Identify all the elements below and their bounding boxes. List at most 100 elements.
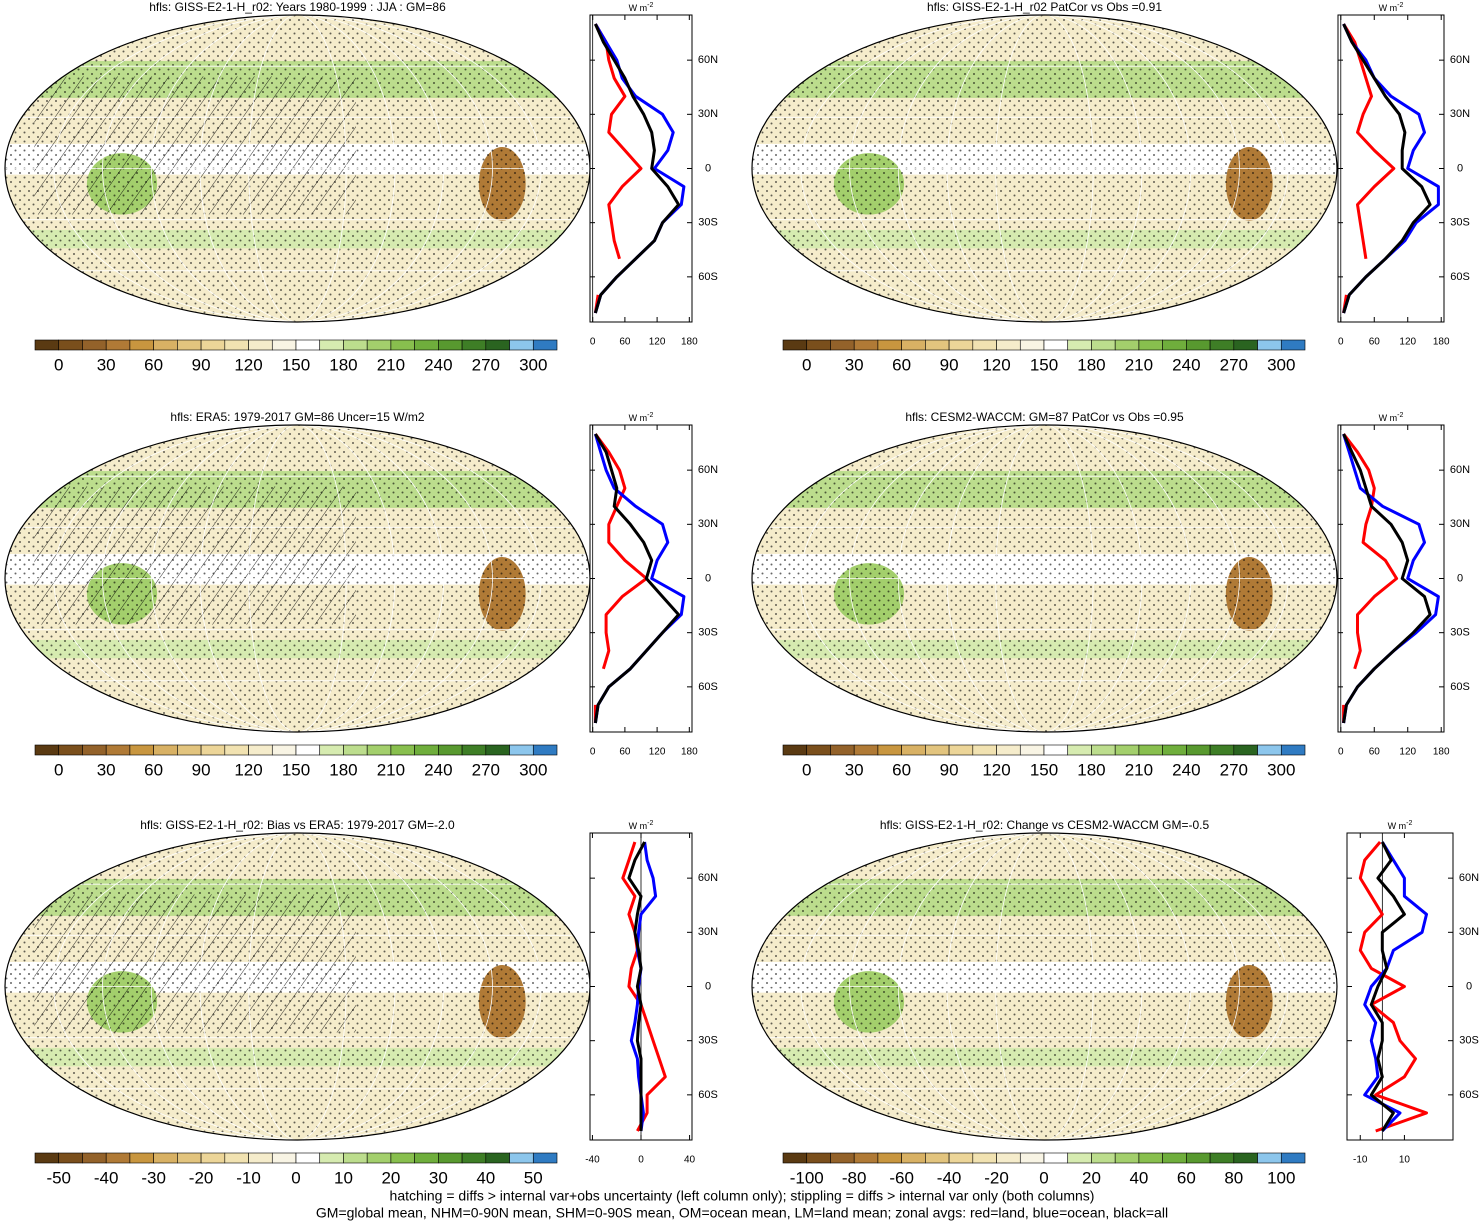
- zonal-line: [593, 433, 681, 724]
- colorbar-box: [782, 339, 808, 351]
- y-tick-label: 30N: [698, 108, 718, 120]
- y-tick-label: 60S: [1450, 271, 1470, 283]
- zonal-line: [593, 433, 648, 723]
- units-text: W m: [629, 821, 648, 831]
- colorbar-box: [532, 339, 558, 351]
- colorbar-box: [853, 744, 879, 756]
- x-tick-label: 180: [1433, 337, 1450, 348]
- colorbar-box: [319, 339, 344, 351]
- colorbar-box: [948, 339, 974, 351]
- colorbar-box: [82, 339, 107, 351]
- units-sup: -2: [647, 820, 653, 827]
- y-tick-label: 60N: [1450, 464, 1470, 476]
- colorbar-box: [1091, 1152, 1116, 1164]
- colorbar-tick-label: 210: [377, 355, 405, 374]
- colorbar-box: [901, 744, 926, 756]
- colorbar-tick-label: 30: [97, 355, 116, 374]
- colorbar-box: [972, 1152, 997, 1164]
- y-tick-label: 60S: [698, 271, 718, 283]
- units-text: W m: [629, 413, 648, 423]
- colorbar-box: [414, 744, 439, 756]
- colorbar-tick-label: 90: [940, 355, 959, 374]
- colorbar-box: [1257, 339, 1282, 351]
- colorbar-box: [366, 339, 392, 351]
- map-title: hfls: GISS-E2-1-H_r02: Bias vs ERA5: 197…: [140, 818, 455, 832]
- units-text: W m: [1379, 3, 1398, 13]
- colorbar-box: [129, 1152, 154, 1164]
- colorbar-tick-label: -10: [236, 1168, 261, 1187]
- x-tick-label: 120: [1399, 747, 1416, 758]
- colorbar-tick-label: 270: [1220, 760, 1248, 779]
- colorbar-box: [343, 339, 368, 351]
- colorbar-box: [1091, 339, 1116, 351]
- colorbar-box: [58, 744, 83, 756]
- y-tick-label: 0: [705, 572, 711, 584]
- colorbar-tick-label: 120: [234, 355, 262, 374]
- x-tick-label: 0: [590, 337, 596, 348]
- colorbar-box: [414, 1152, 439, 1164]
- colorbar-tick-label: -40: [937, 1168, 962, 1187]
- footer-line: hatching = diffs > internal var+obs unce…: [390, 1188, 1095, 1204]
- colorbar-box: [509, 744, 534, 756]
- y-tick-label: 60N: [698, 464, 718, 476]
- colorbar-box: [948, 1152, 974, 1164]
- y-tick-label: 30S: [1450, 627, 1470, 639]
- colorbar-tick-label: 60: [1177, 1168, 1196, 1187]
- x-tick-label: 180: [681, 337, 698, 348]
- colorbar-box: [366, 744, 392, 756]
- map-area: [752, 833, 1337, 1140]
- colorbar-tick-label: 150: [282, 760, 310, 779]
- colorbar-box: [806, 744, 831, 756]
- units-label: W m-2: [629, 820, 654, 832]
- map-area: [5, 833, 590, 1140]
- colorbar-box: [806, 339, 831, 351]
- colorbar-box: [1233, 1152, 1258, 1164]
- colorbar-box: [82, 744, 107, 756]
- colorbar-box: [1114, 339, 1140, 351]
- colorbar-tick-label: 240: [1172, 760, 1200, 779]
- colorbar-box: [248, 1152, 273, 1164]
- colorbar-box: [996, 744, 1021, 756]
- colorbar-box: [177, 744, 202, 756]
- y-tick-label: 0: [705, 980, 711, 992]
- colorbar-box: [830, 744, 855, 756]
- colorbar-box: [830, 339, 855, 351]
- map-outline: [751, 14, 1338, 323]
- colorbar-box: [271, 744, 297, 756]
- colorbar-tick-label: -50: [46, 1168, 71, 1187]
- units-sup: -2: [647, 412, 653, 419]
- colorbar-tick-label: 0: [802, 355, 811, 374]
- colorbar-tick-label: 50: [524, 1168, 543, 1187]
- colorbar-box: [1280, 744, 1306, 756]
- colorbar-tick-label: 180: [1077, 355, 1105, 374]
- colorbar-tick-label: -80: [842, 1168, 867, 1187]
- colorbar-box: [853, 1152, 879, 1164]
- colorbar-tick-label: 270: [472, 355, 500, 374]
- colorbar-box: [996, 1152, 1021, 1164]
- colorbar-tick-label: 240: [424, 355, 452, 374]
- colorbar-box: [1114, 744, 1140, 756]
- y-tick-label: 30N: [698, 926, 718, 938]
- colorbar-box: [438, 339, 463, 351]
- colorbar-box: [901, 339, 926, 351]
- colorbar-tick-label: 30: [429, 1168, 448, 1187]
- x-tick-label: 120: [649, 337, 666, 348]
- colorbar-box: [295, 1152, 321, 1164]
- colorbar-box: [1257, 1152, 1282, 1164]
- colorbar-tick-label: 30: [97, 760, 116, 779]
- colorbar-box: [1019, 1152, 1045, 1164]
- colorbar-box: [248, 339, 273, 351]
- zonal-line: [1369, 841, 1406, 1132]
- colorbar-tick-label: 40: [476, 1168, 495, 1187]
- colorbar-box: [1280, 1152, 1306, 1164]
- colorbar-box: [390, 339, 415, 351]
- colorbar-box: [1067, 339, 1092, 351]
- zonal-line: [1342, 23, 1440, 314]
- y-tick-label: 60S: [698, 1089, 718, 1101]
- colorbar-box: [1067, 744, 1092, 756]
- colorbar-box: [485, 339, 510, 351]
- x-tick-label: 0: [1338, 747, 1344, 758]
- map-title: hfls: ERA5: 1979-2017 GM=86 Uncer=15 W/m…: [170, 410, 424, 424]
- colorbar-tick-label: 60: [144, 355, 163, 374]
- colorbar-box: [996, 339, 1021, 351]
